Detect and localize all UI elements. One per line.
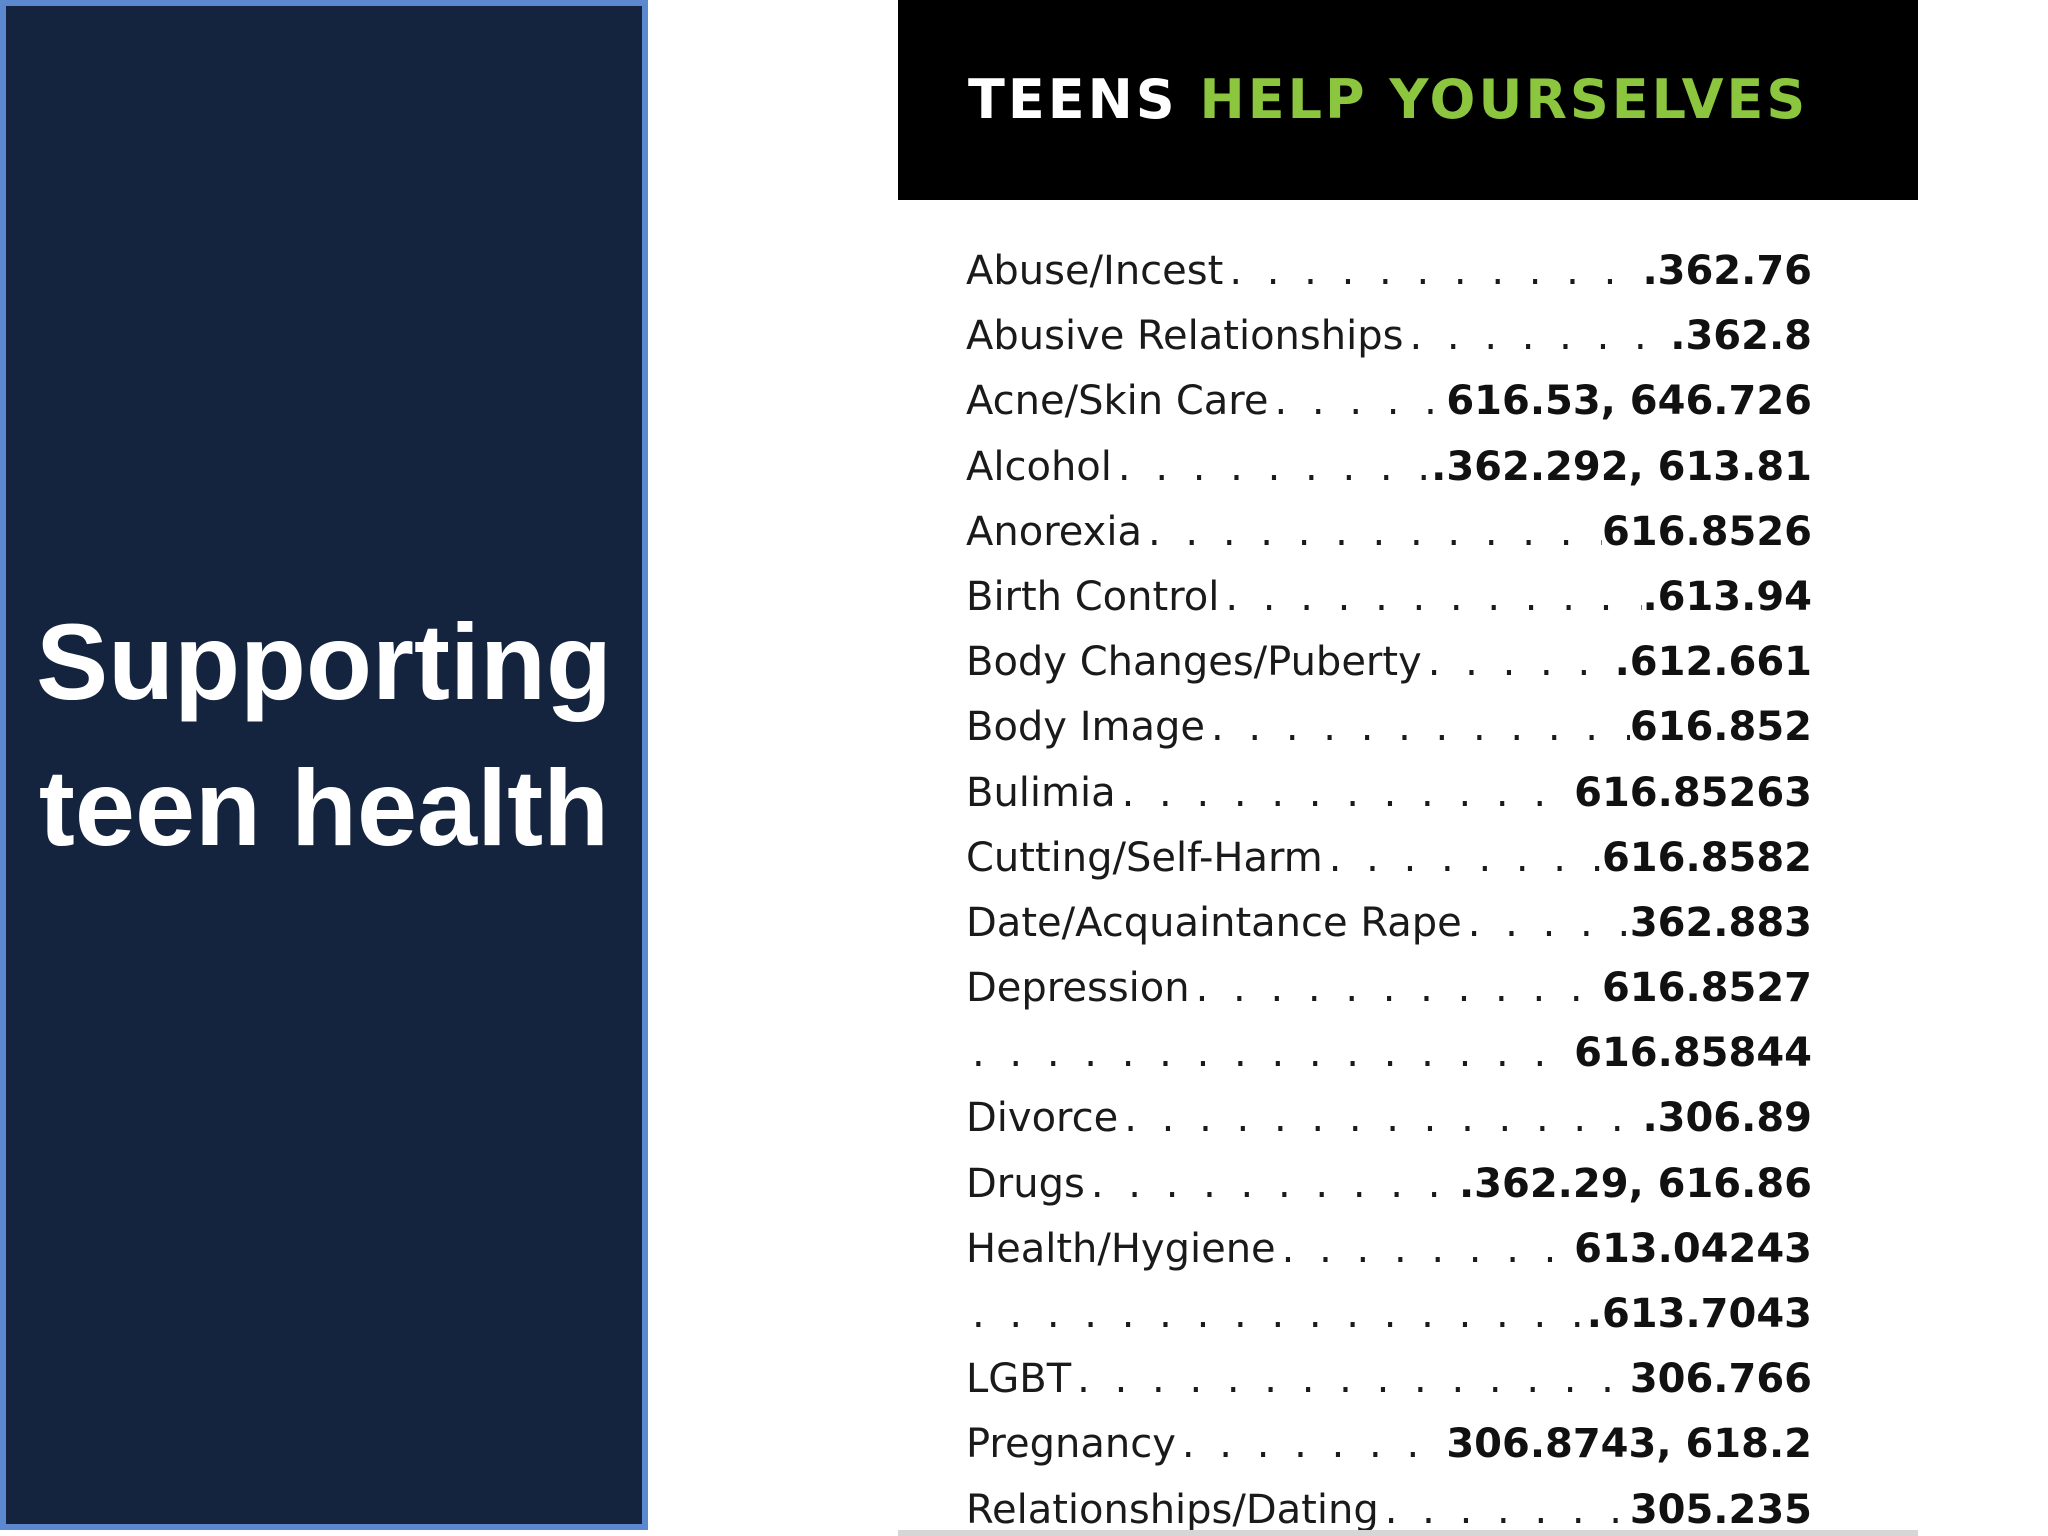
topic-label: Abusive Relationships <box>966 313 1404 360</box>
topic-label: Relationships/Dating <box>966 1486 1379 1533</box>
topic-entry: Health/Hygiene. . . . . . . . . . . . . … <box>966 1226 1812 1291</box>
topic-label: Alcohol <box>966 443 1112 490</box>
topic-label: Date/Acquaintance Rape <box>966 899 1462 946</box>
call-number: 616.8527 <box>1601 965 1812 1012</box>
call-number: .306.89 <box>1642 1095 1812 1142</box>
card-bottom-divider <box>898 1530 1918 1536</box>
dot-leader: . . . . . . . . . . . . . . . . . . . . … <box>1225 573 1642 620</box>
topic-label: Depression <box>966 965 1190 1012</box>
topic-entry: Abusive Relationships. . . . . . . . . .… <box>966 313 1812 378</box>
dot-leader: . . . . . . . . . . . . . . . . . . . . … <box>1147 508 1602 555</box>
call-number: .362.292, 613.81 <box>1431 443 1812 490</box>
topic-entry: Anorexia. . . . . . . . . . . . . . . . … <box>966 509 1812 574</box>
dot-leader: . . . . . . . . . . . . . . . . . . . . … <box>972 1291 1587 1337</box>
topic-entry: . . . . . . . . . . . . . . . . . . . . … <box>966 1030 1812 1095</box>
topic-label: Body Image <box>966 704 1205 751</box>
dot-leader: . . . . . . . . . . . . . . . . . . . . … <box>1281 1225 1574 1272</box>
call-number: 616.8582 <box>1601 834 1812 881</box>
dot-leader: . . . . . . . . . . . . . . . . . . . . … <box>972 1030 1574 1077</box>
topic-label: Health/Hygiene <box>966 1225 1276 1272</box>
dot-leader: . . . . . . . . . . . . . . . . . . . . … <box>1077 1356 1630 1403</box>
topic-label: Birth Control <box>966 573 1220 620</box>
call-number: 613.04243 <box>1574 1225 1812 1272</box>
topic-list: Abuse/Incest. . . . . . . . . . . . . . … <box>966 248 1812 1536</box>
topic-entry: Alcohol. . . . . . . . . . . . . . . . .… <box>966 444 1812 509</box>
call-number: 616.85263 <box>1574 769 1812 816</box>
slide-title-line-2: teen health <box>38 747 610 868</box>
slide-title: Supporting teen health <box>36 589 612 881</box>
card-header: TEENS HELP YOURSELVES <box>898 0 1918 200</box>
dot-leader: . . . . . . . . . . . . . . . . . . . . … <box>1090 1160 1459 1207</box>
call-number: .362.29, 616.86 <box>1458 1160 1812 1207</box>
dot-leader: . . . . . . . . . . . . . . . . . . . . … <box>1181 1421 1446 1468</box>
call-number: 306.766 <box>1629 1356 1812 1403</box>
topic-entry: Depression. . . . . . . . . . . . . . . … <box>966 965 1812 1030</box>
topic-entry: Birth Control. . . . . . . . . . . . . .… <box>966 574 1812 639</box>
call-number: .613.94 <box>1642 573 1812 620</box>
topic-label: Divorce <box>966 1095 1119 1142</box>
topic-entry: Body Image. . . . . . . . . . . . . . . … <box>966 704 1812 769</box>
topic-label: Cutting/Self-Harm <box>966 834 1323 881</box>
slide-title-line-1: Supporting <box>36 601 612 722</box>
header-word-teens: TEENS <box>968 68 1178 131</box>
call-number: .362.8 <box>1670 313 1812 360</box>
call-number: 616.85844 <box>1574 1030 1812 1077</box>
call-number: .362.76 <box>1642 248 1812 294</box>
dot-leader: . . . . . . . . . . . . . . . . . . . . … <box>1467 899 1630 946</box>
header-word-help-yourselves: HELP YOURSELVES <box>1199 68 1809 131</box>
topic-label: Pregnancy <box>966 1421 1176 1468</box>
call-number: .613.7043 <box>1586 1291 1812 1337</box>
topic-entry: . . . . . . . . . . . . . . . . . . . . … <box>966 1291 1812 1356</box>
topic-index-card: TEENS HELP YOURSELVES Abuse/Incest. . . … <box>898 0 1918 1536</box>
topic-label: Body Changes/Puberty <box>966 639 1422 686</box>
topic-entry: Divorce. . . . . . . . . . . . . . . . .… <box>966 1095 1812 1160</box>
topic-label: LGBT <box>966 1356 1072 1403</box>
topic-entry: Bulimia. . . . . . . . . . . . . . . . .… <box>966 770 1812 835</box>
call-number: .612.661 <box>1614 639 1812 686</box>
topic-entry: LGBT. . . . . . . . . . . . . . . . . . … <box>966 1356 1812 1421</box>
topic-entry: Abuse/Incest. . . . . . . . . . . . . . … <box>966 248 1812 313</box>
dot-leader: . . . . . . . . . . . . . . . . . . . . … <box>1117 443 1431 490</box>
dot-leader: . . . . . . . . . . . . . . . . . . . . … <box>1409 313 1670 360</box>
topic-label: Acne/Skin Care <box>966 378 1269 425</box>
call-number: 616.8526 <box>1601 508 1812 555</box>
topic-entry: Body Changes/Puberty. . . . . . . . . . … <box>966 639 1812 704</box>
call-number: 306.8743, 618.2 <box>1446 1421 1812 1468</box>
call-number: 362.883 <box>1629 899 1812 946</box>
dot-leader: . . . . . . . . . . . . . . . . . . . . … <box>1328 834 1602 881</box>
dot-leader: . . . . . . . . . . . . . . . . . . . . … <box>1427 639 1615 686</box>
side-panel: Supporting teen health <box>0 0 648 1530</box>
dot-leader: . . . . . . . . . . . . . . . . . . . . … <box>1124 1095 1642 1142</box>
call-number: 305.235 <box>1629 1486 1812 1533</box>
call-number: 616.53, 646.726 <box>1446 378 1812 425</box>
topic-label: Bulimia <box>966 769 1116 816</box>
topic-label: Anorexia <box>966 508 1142 555</box>
topic-label: Drugs <box>966 1160 1085 1207</box>
topic-entry: Relationships/Dating. . . . . . . . . . … <box>966 1487 1812 1536</box>
call-number: 616.852 <box>1629 704 1812 751</box>
dot-leader: . . . . . . . . . . . . . . . . . . . . … <box>1121 769 1575 816</box>
topic-entry: Acne/Skin Care. . . . . . . . . . . . . … <box>966 378 1812 443</box>
topic-entry: Date/Acquaintance Rape. . . . . . . . . … <box>966 900 1812 965</box>
topic-entry: Drugs. . . . . . . . . . . . . . . . . .… <box>966 1161 1812 1226</box>
dot-leader: . . . . . . . . . . . . . . . . . . . . … <box>1384 1486 1630 1533</box>
topic-entry: Cutting/Self-Harm. . . . . . . . . . . .… <box>966 835 1812 900</box>
dot-leader: . . . . . . . . . . . . . . . . . . . . … <box>1195 965 1602 1012</box>
dot-leader: . . . . . . . . . . . . . . . . . . . . … <box>1210 704 1630 751</box>
dot-leader: . . . . . . . . . . . . . . . . . . . . … <box>1229 248 1642 294</box>
dot-leader: . . . . . . . . . . . . . . . . . . . . … <box>1274 378 1446 425</box>
card-header-title: TEENS HELP YOURSELVES <box>968 68 1808 131</box>
topic-label: Abuse/Incest <box>966 248 1224 294</box>
topic-entry: Pregnancy. . . . . . . . . . . . . . . .… <box>966 1421 1812 1486</box>
